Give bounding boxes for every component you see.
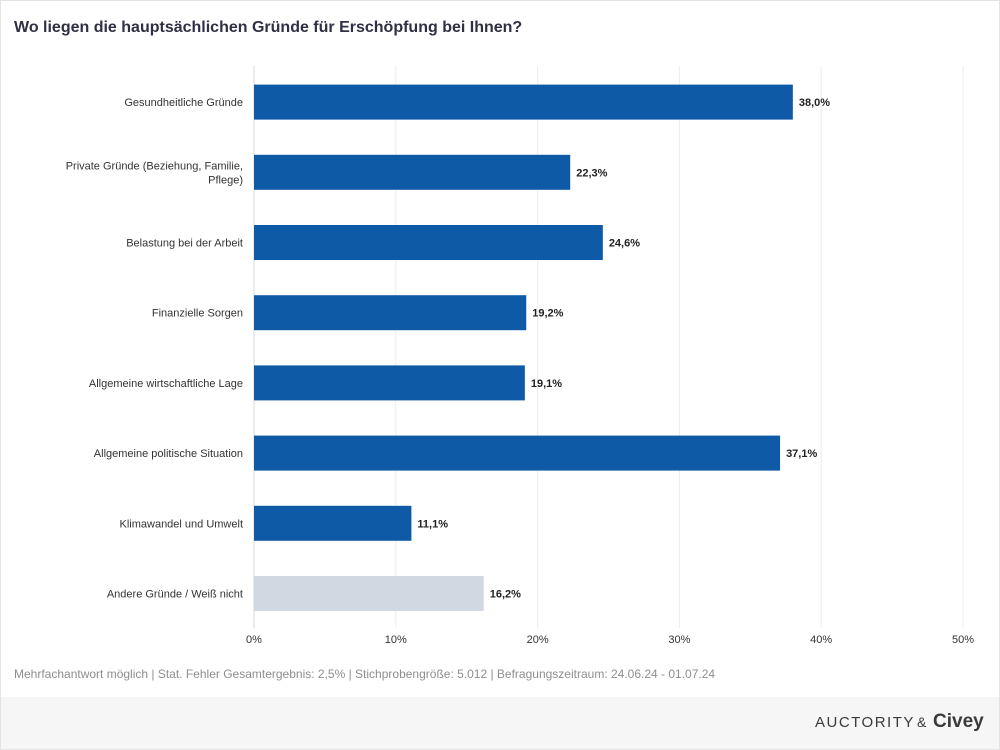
value-label: 37,1% bbox=[786, 448, 817, 460]
category-label: Private Gründe (Beziehung, Familie, Pfleg… bbox=[66, 160, 243, 186]
value-label: 22,3% bbox=[576, 167, 607, 179]
x-tick-label: 0% bbox=[246, 634, 262, 646]
x-tick-label: 30% bbox=[668, 634, 690, 646]
bar bbox=[254, 505, 412, 541]
bar-chart: 0% 10% 20% 30% 40% 50% Gesundheitliche Gründe 3… bbox=[66, 66, 974, 646]
bar bbox=[254, 295, 527, 331]
x-tick-label: 20% bbox=[527, 634, 549, 646]
value-label: 19,1% bbox=[531, 378, 562, 390]
category-label: Finanzielle Sorgen bbox=[152, 308, 243, 320]
value-label: 16,2% bbox=[490, 589, 521, 601]
category-label: Gesundheitliche Gründe bbox=[124, 97, 243, 109]
x-tick-label: 10% bbox=[385, 634, 407, 646]
footnote: Mehrfachantwort möglich | Stat. Fehler G… bbox=[14, 667, 716, 681]
brand-ampersand: & bbox=[917, 714, 927, 730]
bar bbox=[254, 225, 603, 260]
brand-bar bbox=[1, 697, 999, 749]
bar bbox=[254, 435, 781, 471]
x-tick-label: 40% bbox=[810, 634, 832, 646]
x-tick-label: 50% bbox=[952, 634, 974, 646]
bar bbox=[254, 365, 525, 401]
category-label: Allgemeine politische Situation bbox=[94, 448, 243, 460]
value-label: 38,0% bbox=[799, 97, 830, 109]
category-label: Allgemeine wirtschaftliche Lage bbox=[89, 378, 243, 390]
bar bbox=[254, 154, 571, 190]
category-label: Andere Gründe / Weiß nicht bbox=[107, 589, 243, 601]
category-label: Klimawandel und Umwelt bbox=[120, 518, 244, 530]
value-label: 24,6% bbox=[609, 238, 640, 250]
chart-title: Wo liegen die hauptsächlichen Gründe für… bbox=[14, 19, 523, 36]
category-label: Belastung bei der Arbeit bbox=[126, 238, 243, 250]
civey-logo: Civey bbox=[933, 711, 984, 732]
value-label: 19,2% bbox=[532, 308, 563, 320]
auctority-logo: AUCTORITY bbox=[815, 714, 915, 731]
bar bbox=[254, 84, 793, 120]
bar bbox=[254, 576, 484, 611]
value-label: 11,1% bbox=[417, 518, 448, 530]
